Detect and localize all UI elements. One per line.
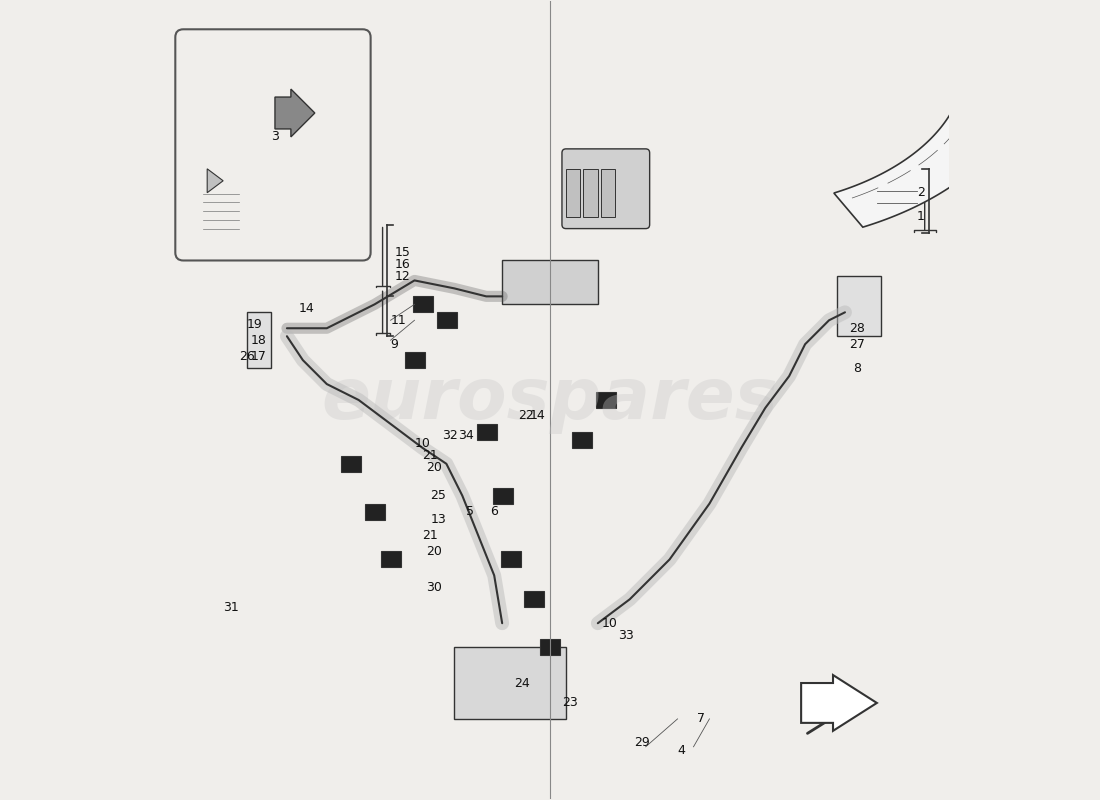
Bar: [493, 488, 513, 504]
Bar: [412, 296, 432, 312]
Text: eurospares: eurospares: [321, 366, 779, 434]
Text: 28: 28: [849, 322, 865, 334]
Bar: [503, 261, 597, 304]
Bar: [565, 169, 581, 217]
FancyBboxPatch shape: [195, 173, 243, 237]
Text: 12: 12: [395, 270, 410, 283]
FancyBboxPatch shape: [562, 149, 650, 229]
Bar: [381, 551, 400, 567]
Text: 24: 24: [514, 677, 530, 690]
Text: 3: 3: [271, 130, 279, 143]
Text: 20: 20: [427, 545, 442, 558]
Text: 18: 18: [251, 334, 267, 346]
Bar: [248, 312, 271, 368]
Bar: [500, 551, 520, 567]
Text: 26: 26: [239, 350, 255, 362]
Polygon shape: [834, 94, 1022, 227]
Bar: [341, 456, 361, 472]
Text: 29: 29: [634, 736, 650, 750]
Text: 8: 8: [852, 362, 861, 374]
Polygon shape: [275, 89, 315, 137]
Text: 34: 34: [459, 430, 474, 442]
Text: 14: 14: [299, 302, 315, 315]
Text: 1: 1: [916, 210, 925, 223]
Bar: [596, 392, 616, 408]
Text: 6: 6: [491, 505, 498, 518]
Bar: [540, 639, 560, 655]
Text: 5: 5: [466, 505, 474, 518]
Text: 32: 32: [442, 430, 459, 442]
Text: 2: 2: [916, 186, 925, 199]
Bar: [525, 591, 544, 607]
Bar: [454, 647, 565, 719]
Text: 10: 10: [415, 438, 430, 450]
Text: 14: 14: [530, 410, 546, 422]
Text: 23: 23: [562, 697, 578, 710]
Text: 20: 20: [427, 462, 442, 474]
Text: 33: 33: [618, 629, 634, 642]
Text: 13: 13: [430, 513, 447, 526]
Polygon shape: [207, 169, 223, 193]
Text: 15: 15: [395, 246, 410, 259]
Text: 9: 9: [390, 338, 398, 350]
Text: 31: 31: [223, 601, 239, 614]
Text: 25: 25: [430, 489, 447, 502]
Bar: [365, 504, 385, 519]
Text: 21: 21: [422, 529, 438, 542]
Bar: [476, 424, 496, 440]
Text: 22: 22: [518, 410, 534, 422]
Bar: [572, 432, 592, 448]
Text: 10: 10: [602, 617, 618, 630]
Polygon shape: [801, 675, 877, 731]
Text: 17: 17: [251, 350, 267, 362]
Bar: [583, 169, 597, 217]
FancyBboxPatch shape: [175, 30, 371, 261]
Bar: [601, 169, 615, 217]
Text: 4: 4: [678, 744, 685, 758]
Text: 7: 7: [697, 712, 705, 726]
Text: 27: 27: [849, 338, 865, 350]
Text: 21: 21: [422, 450, 438, 462]
Text: 19: 19: [248, 318, 263, 330]
Bar: [837, 277, 881, 336]
Text: 30: 30: [427, 581, 442, 594]
Bar: [437, 312, 456, 328]
Text: 16: 16: [395, 258, 410, 271]
Text: 11: 11: [390, 314, 406, 326]
Bar: [405, 352, 425, 368]
